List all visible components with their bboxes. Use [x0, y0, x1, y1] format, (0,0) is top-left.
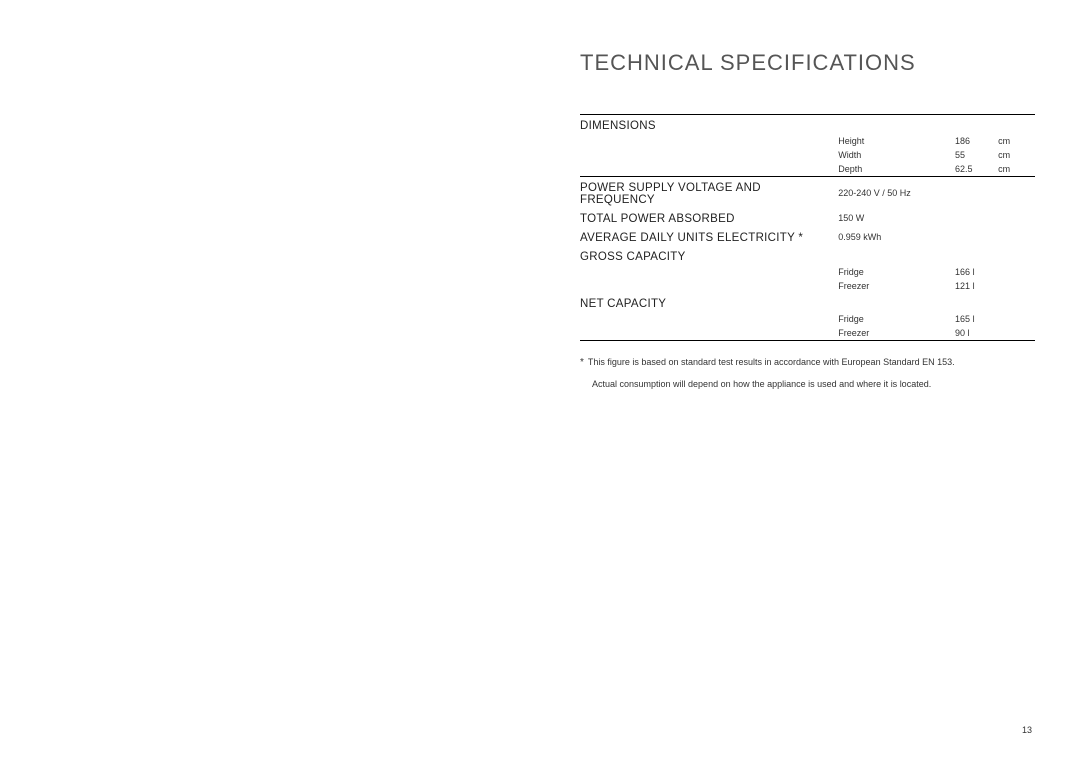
footnote-star: *	[580, 357, 588, 368]
section-power-supply: POWER SUPPLY VOLTAGE AND FREQUENCY 220-2…	[580, 177, 1035, 209]
section-label: AVERAGE DAILY UNITS ELECTRICITY *	[580, 227, 838, 246]
spec-table: DIMENSIONS Height 186 cm Width 55 cm Dep…	[580, 114, 1035, 341]
value: 186	[955, 134, 998, 148]
page-number: 13	[1022, 725, 1032, 735]
section-label: POWER SUPPLY VOLTAGE AND FREQUENCY	[580, 177, 838, 209]
value: 165 l	[955, 312, 1035, 326]
section-avg-daily: AVERAGE DAILY UNITS ELECTRICITY * 0.959 …	[580, 227, 1035, 246]
footnote: *This figure is based on standard test r…	[580, 355, 1035, 391]
unit: cm	[998, 134, 1035, 148]
sub-label: Height	[838, 134, 955, 148]
value: 166 l	[955, 265, 1035, 279]
value: 150 W	[838, 208, 1035, 227]
value: 0.959 kWh	[838, 227, 1035, 246]
section-label: NET CAPACITY	[580, 293, 838, 312]
sub-label: Depth	[838, 162, 955, 177]
sub-label: Freezer	[838, 279, 955, 293]
section-label: TOTAL POWER ABSORBED	[580, 208, 838, 227]
section-label: GROSS CAPACITY	[580, 246, 838, 265]
net-row-freezer: Freezer 90 l	[580, 326, 1035, 341]
footnote-line1: This figure is based on standard test re…	[588, 357, 955, 367]
dim-row-height: Height 186 cm	[580, 134, 1035, 148]
page-title: TECHNICAL SPECIFICATIONS	[580, 50, 1035, 76]
sub-label: Fridge	[838, 312, 955, 326]
dim-row-depth: Depth 62.5 cm	[580, 162, 1035, 177]
gross-row-freezer: Freezer 121 l	[580, 279, 1035, 293]
net-row-fridge: Fridge 165 l	[580, 312, 1035, 326]
section-label: DIMENSIONS	[580, 115, 838, 135]
dim-row-width: Width 55 cm	[580, 148, 1035, 162]
section-dimensions: DIMENSIONS	[580, 115, 1035, 135]
value: 90 l	[955, 326, 1035, 341]
sub-label: Width	[838, 148, 955, 162]
value: 55	[955, 148, 998, 162]
value: 121 l	[955, 279, 1035, 293]
spec-page: TECHNICAL SPECIFICATIONS DIMENSIONS Heig…	[580, 50, 1035, 391]
section-net-capacity: NET CAPACITY	[580, 293, 1035, 312]
unit: cm	[998, 148, 1035, 162]
sub-label: Freezer	[838, 326, 955, 341]
unit: cm	[998, 162, 1035, 177]
value: 220-240 V / 50 Hz	[838, 177, 1035, 209]
section-total-power: TOTAL POWER ABSORBED 150 W	[580, 208, 1035, 227]
gross-row-fridge: Fridge 166 l	[580, 265, 1035, 279]
value: 62.5	[955, 162, 998, 177]
sub-label: Fridge	[838, 265, 955, 279]
section-gross-capacity: GROSS CAPACITY	[580, 246, 1035, 265]
footnote-line2: Actual consumption will depend on how th…	[580, 377, 1035, 391]
